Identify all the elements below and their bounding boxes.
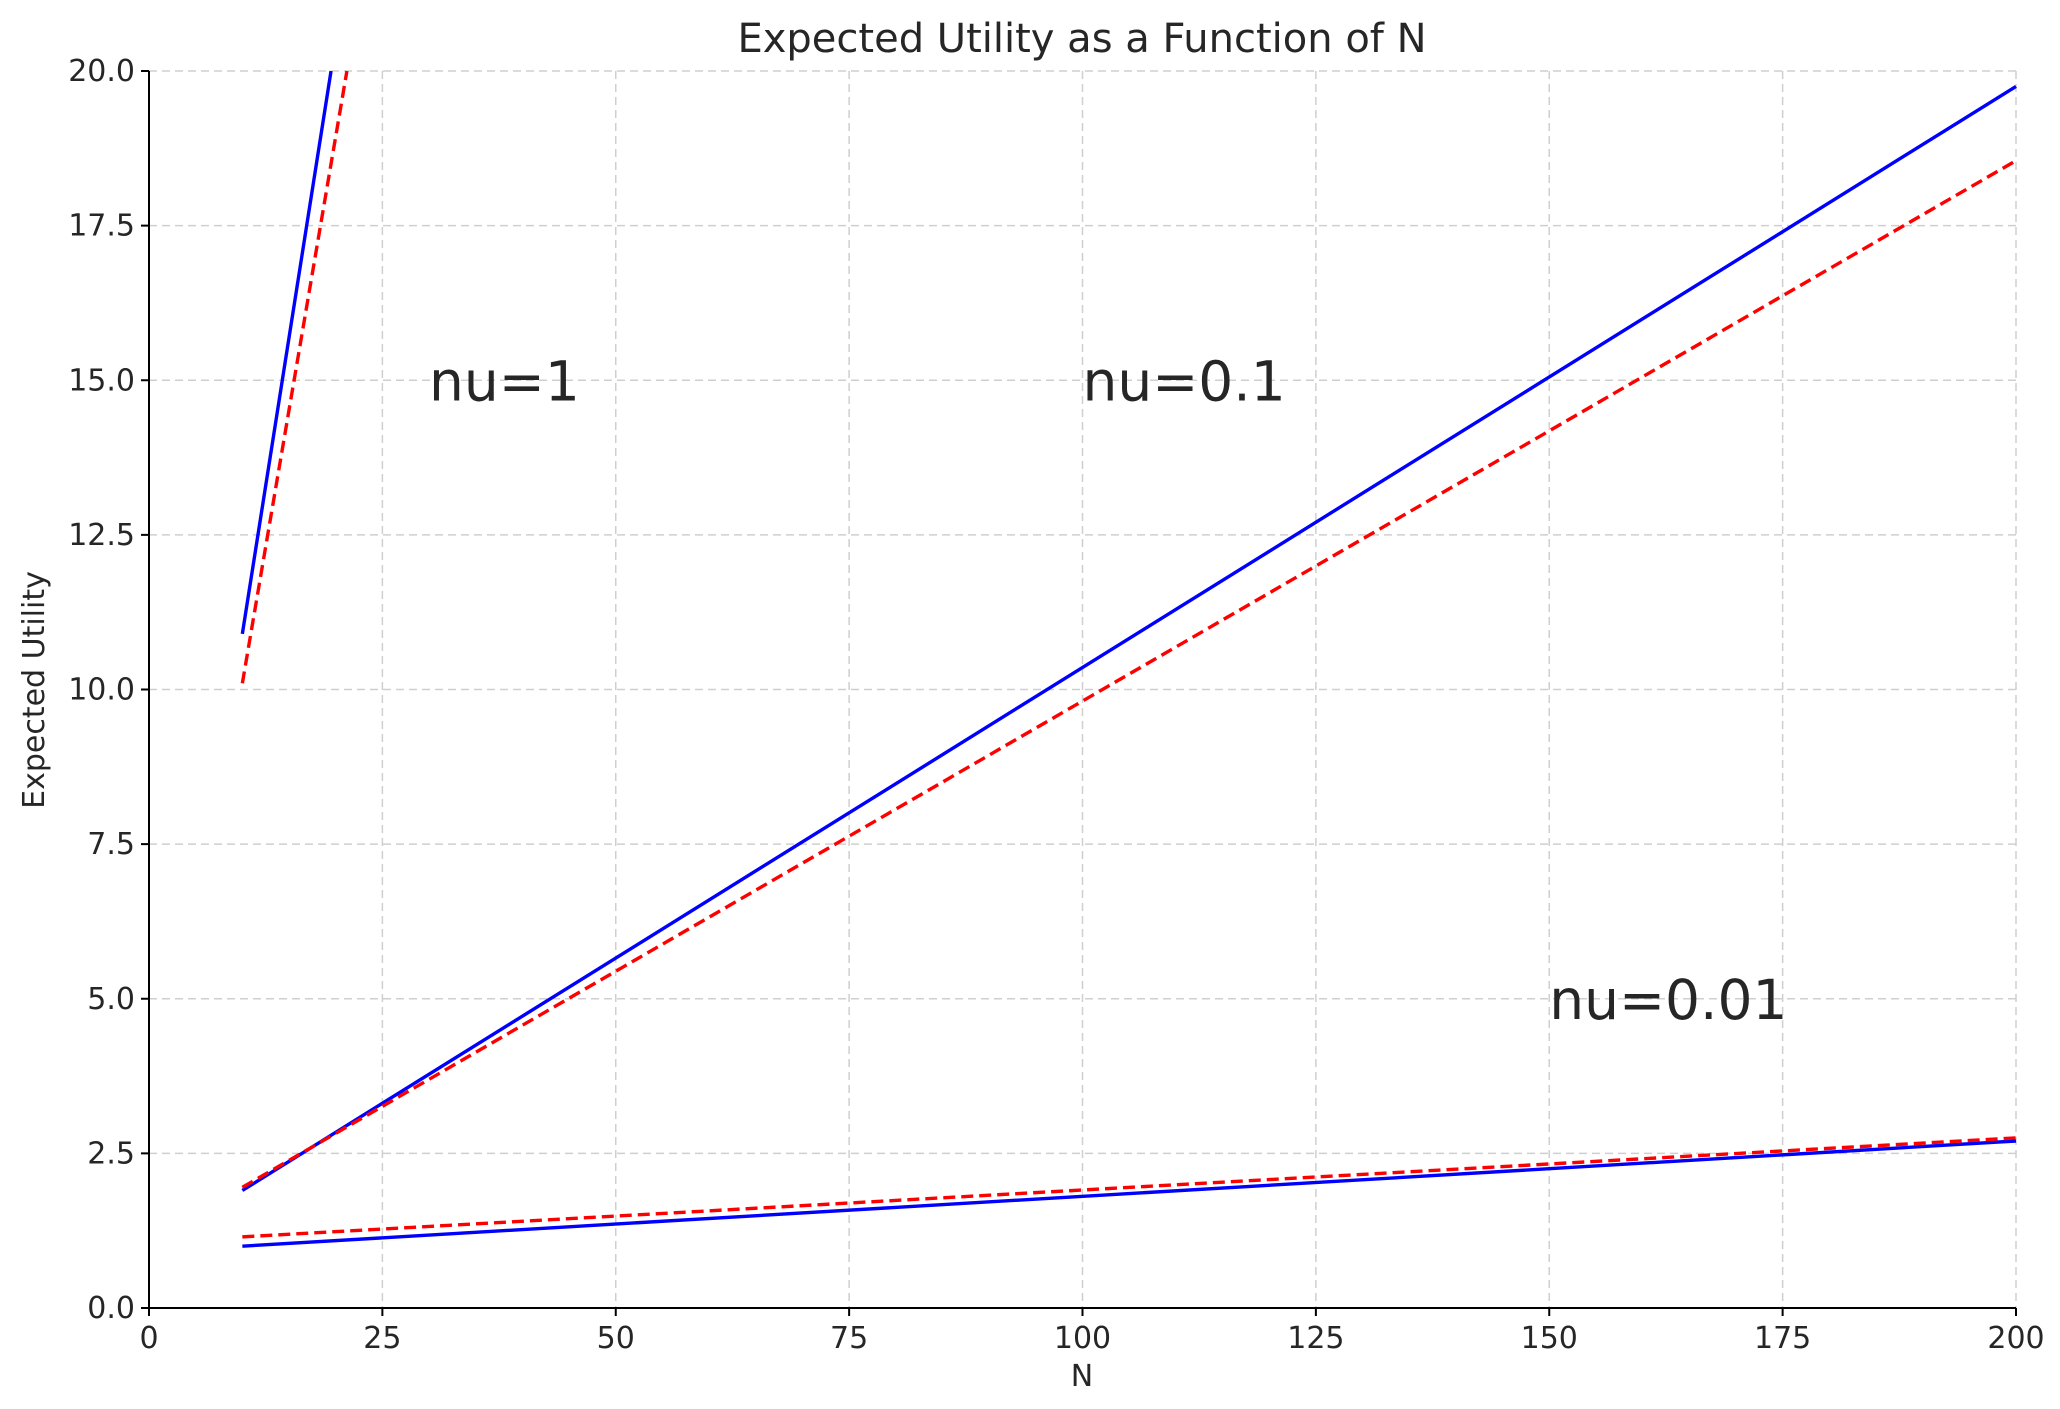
annotation-layer: nu=1 nu=0.1 nu=0.01	[429, 349, 1787, 1032]
y-tick-label: 7.5	[87, 827, 135, 862]
y-tick-label: 2.5	[87, 1136, 135, 1171]
series-line	[242, 1139, 2017, 1248]
x-tick-label: 50	[597, 1321, 635, 1356]
series-line	[242, 1136, 2017, 1239]
x-tick-label: 0	[139, 1321, 158, 1356]
x-tick-label: 150	[1521, 1321, 1578, 1356]
x-tick-label: 175	[1754, 1321, 1811, 1356]
series-line	[240, 70, 349, 684]
x-tick-label: 100	[1054, 1321, 1111, 1356]
y-tick-label: 5.0	[87, 982, 135, 1017]
y-tick-label: 12.5	[68, 518, 135, 553]
x-tick-label: 200	[1987, 1321, 2044, 1356]
series-line	[240, 70, 333, 635]
y-tick-label: 10.0	[68, 673, 135, 708]
series-layer	[240, 70, 2017, 1248]
x-tick-label: 75	[830, 1321, 868, 1356]
series-annotation: nu=0.01	[1549, 968, 1787, 1032]
grid-layer	[148, 70, 2017, 1309]
x-axis-label: N	[1071, 1359, 1093, 1394]
series-annotation: nu=1	[429, 349, 580, 413]
y-tick-label: 17.5	[68, 209, 135, 244]
series-annotation: nu=0.1	[1083, 349, 1286, 413]
chart-title: Expected Utility as a Function of N	[737, 16, 1426, 62]
tick-layer: 0 25 50 75 100 125 150 175 200 0.0 2.5 5.0 7.5 10.0 12…	[68, 54, 2044, 1356]
series-line	[241, 159, 2017, 1189]
y-tick-label: 20.0	[68, 54, 135, 89]
series-line	[241, 85, 2017, 1192]
x-tick-label: 125	[1287, 1321, 1344, 1356]
y-axis-label: Expected Utility	[17, 571, 52, 809]
y-tick-label: 15.0	[68, 363, 135, 398]
x-tick-label: 25	[363, 1321, 401, 1356]
y-tick-label: 0.0	[87, 1291, 135, 1326]
